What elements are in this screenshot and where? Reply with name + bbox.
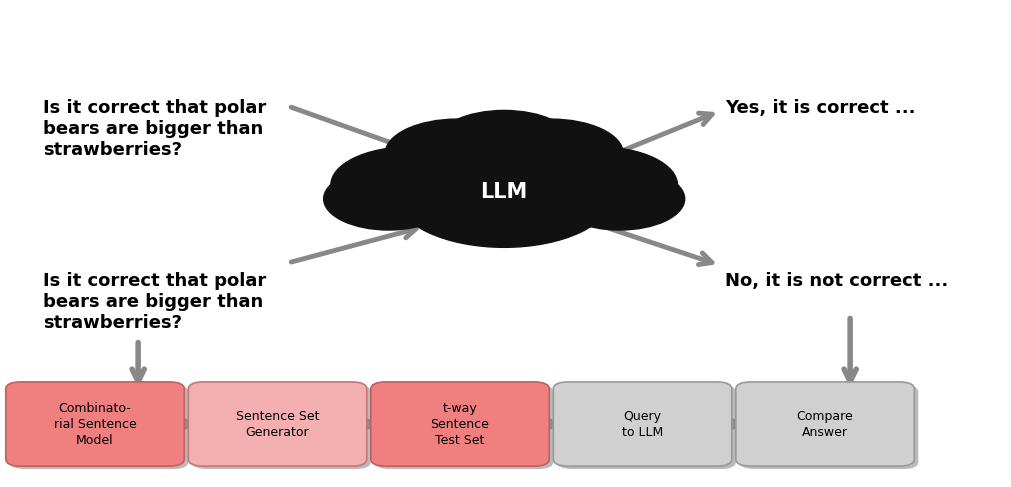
Circle shape — [324, 168, 453, 230]
Text: Is it correct that polar
bears are bigger than
strawberries?: Is it correct that polar bears are bigge… — [42, 272, 266, 332]
FancyBboxPatch shape — [10, 385, 188, 469]
Circle shape — [478, 119, 623, 188]
FancyBboxPatch shape — [374, 385, 553, 469]
Text: Yes, it is correct ...: Yes, it is correct ... — [724, 99, 914, 117]
FancyBboxPatch shape — [188, 382, 366, 466]
FancyBboxPatch shape — [553, 382, 731, 466]
FancyBboxPatch shape — [6, 382, 184, 466]
Text: Is it correct that polar
bears are bigger than
strawberries?: Is it correct that polar bears are bigge… — [42, 99, 266, 159]
FancyBboxPatch shape — [557, 385, 735, 469]
Circle shape — [331, 147, 489, 223]
Text: t-way
Sentence
Test Set: t-way Sentence Test Set — [431, 402, 489, 447]
FancyBboxPatch shape — [192, 385, 370, 469]
FancyBboxPatch shape — [739, 385, 917, 469]
Circle shape — [518, 147, 676, 223]
Circle shape — [384, 119, 529, 188]
Circle shape — [395, 143, 612, 247]
FancyBboxPatch shape — [370, 382, 549, 466]
Text: No, it is not correct ...: No, it is not correct ... — [724, 272, 947, 290]
Circle shape — [554, 168, 684, 230]
Circle shape — [435, 111, 572, 176]
Text: Query
to LLM: Query to LLM — [622, 410, 662, 438]
FancyBboxPatch shape — [735, 382, 913, 466]
Text: Sentence Set
Generator: Sentence Set Generator — [236, 410, 319, 438]
Text: Compare
Answer: Compare Answer — [796, 410, 852, 438]
Text: Combinato-
rial Sentence
Model: Combinato- rial Sentence Model — [54, 402, 136, 447]
Text: LLM: LLM — [480, 182, 528, 202]
